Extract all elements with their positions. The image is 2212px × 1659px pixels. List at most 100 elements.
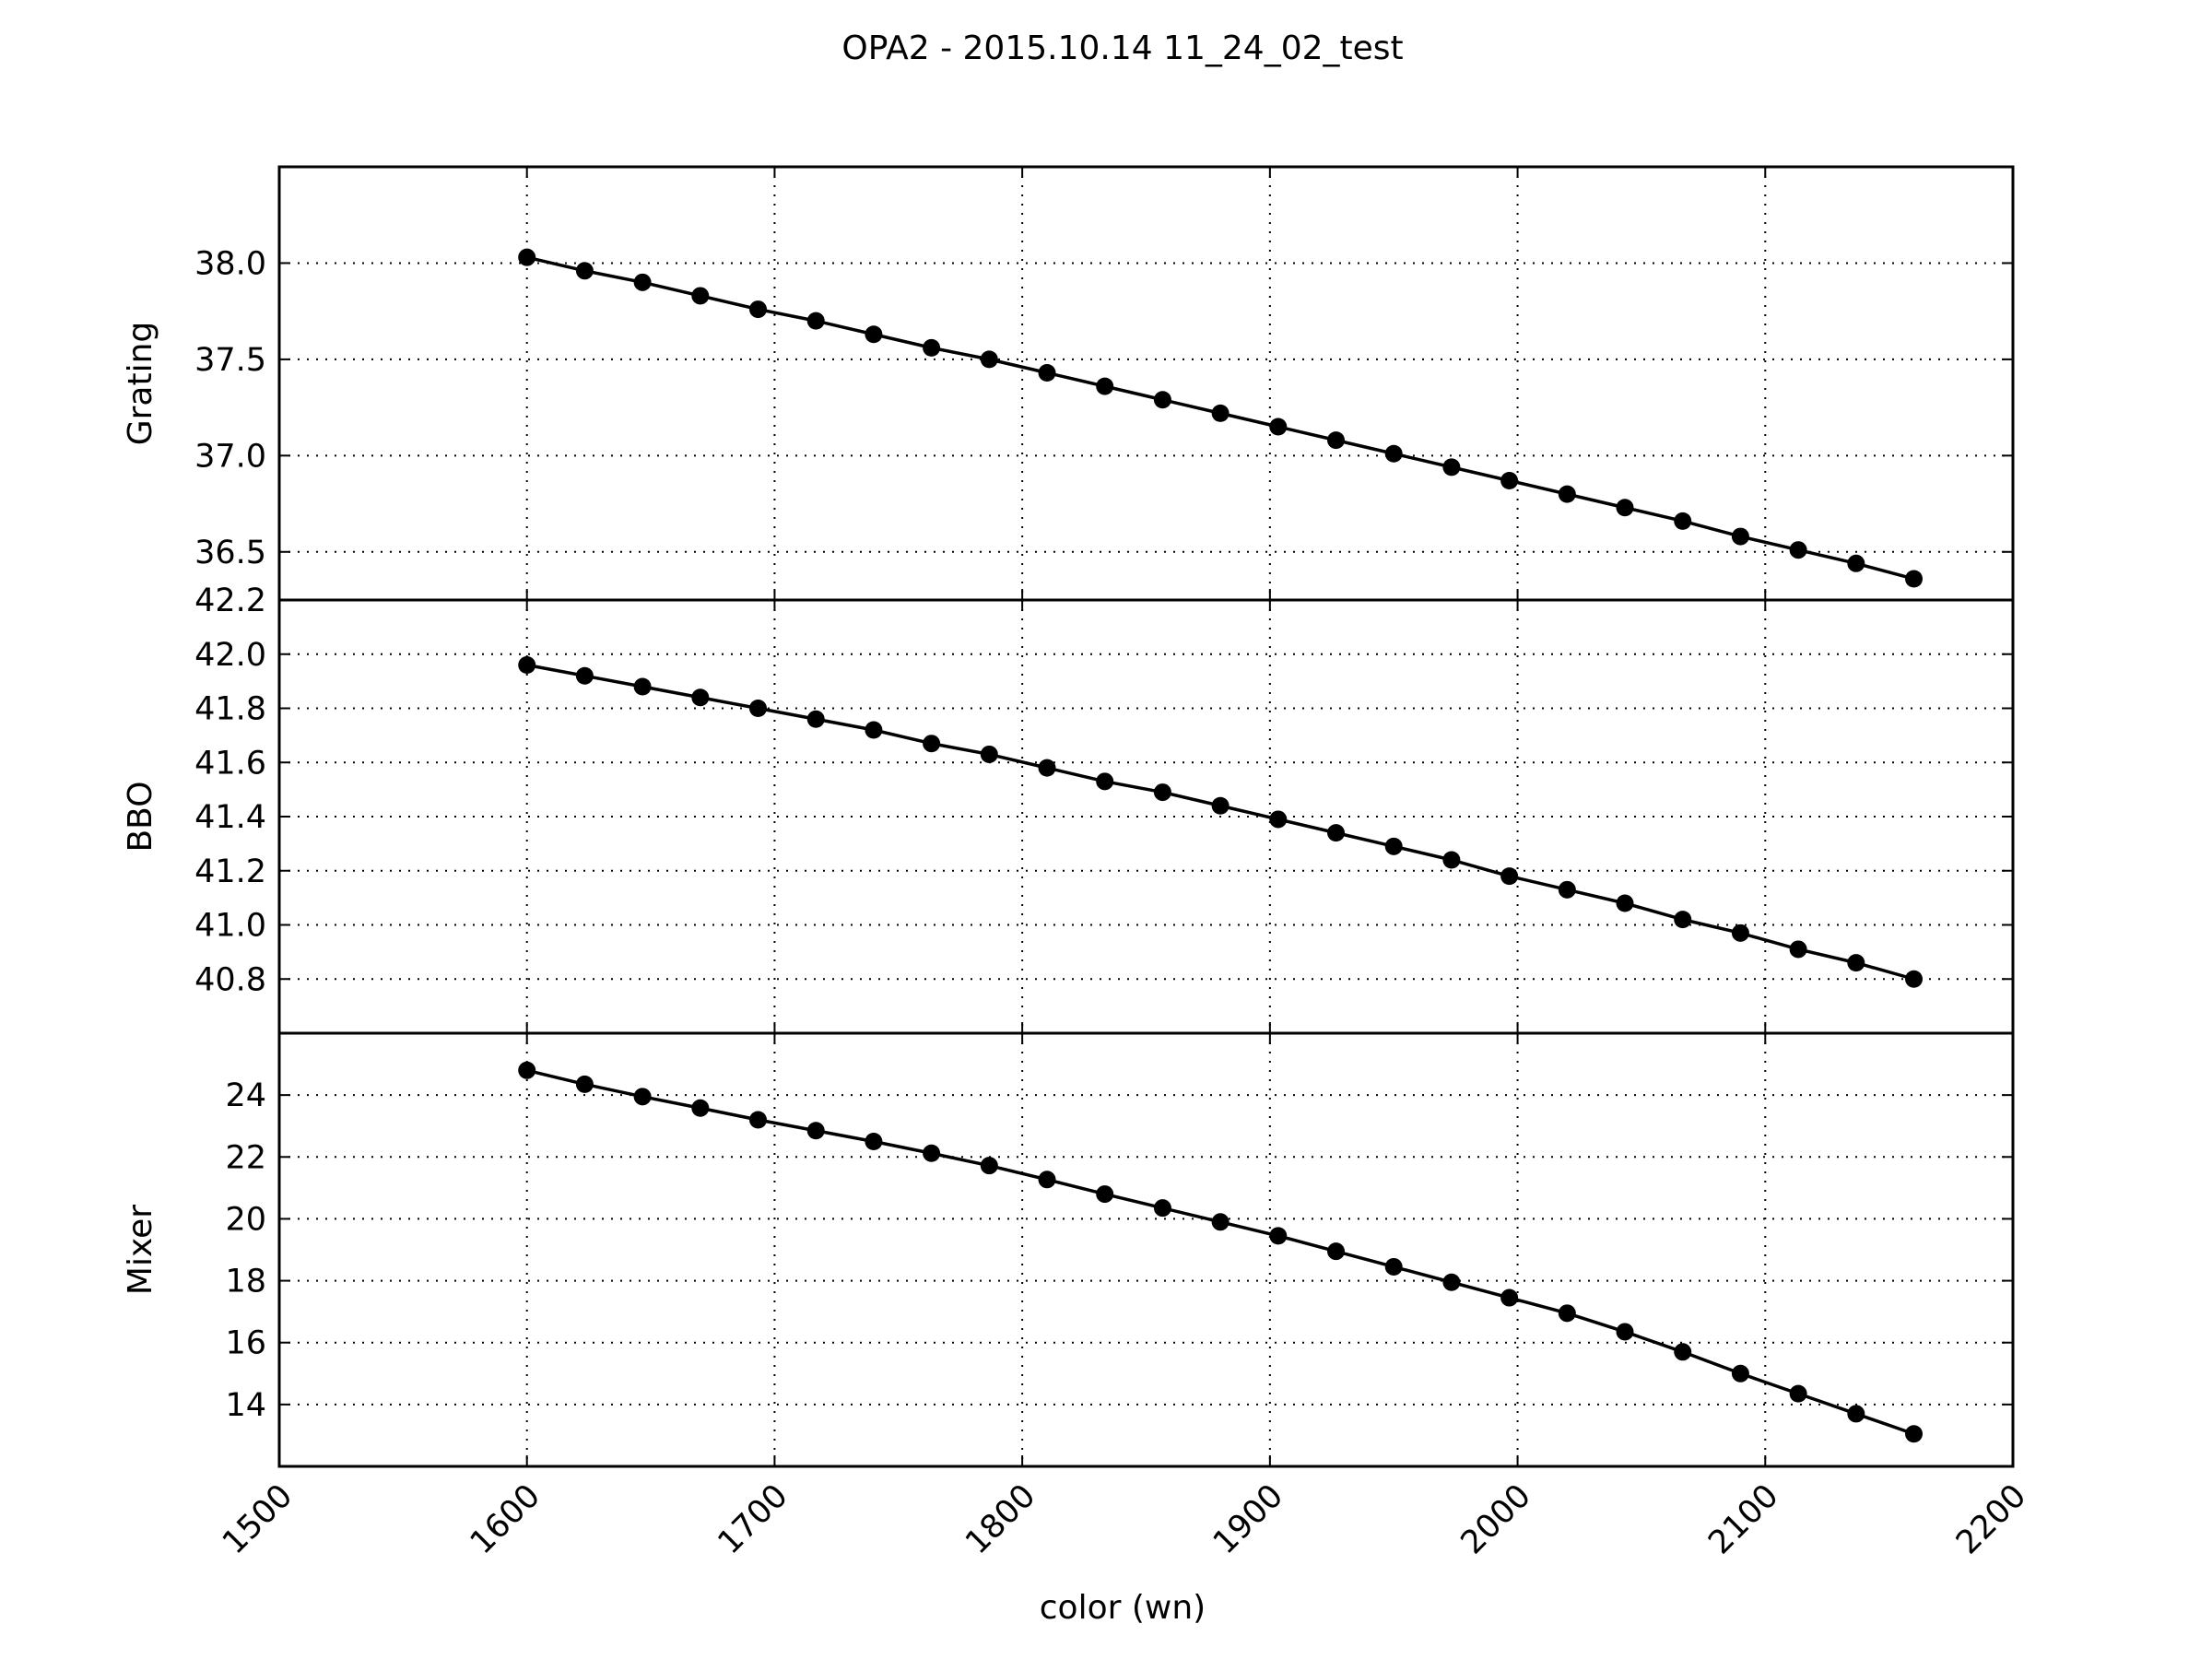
y-tick-label: 38.0 — [194, 245, 266, 282]
data-point — [1500, 867, 1519, 886]
data-point — [1674, 1343, 1692, 1361]
data-point — [1442, 1273, 1461, 1291]
data-point — [1789, 1384, 1807, 1403]
data-point — [749, 1111, 768, 1129]
data-point — [1096, 772, 1114, 791]
x-tick-label: 1900 — [1206, 1477, 1290, 1561]
data-point — [1905, 1425, 1924, 1443]
data-point — [865, 721, 883, 739]
data-point — [1153, 391, 1171, 409]
data-point — [1269, 418, 1288, 436]
x-tick-label: 2200 — [1949, 1477, 2033, 1561]
y-tick-label: 37.0 — [194, 438, 266, 475]
data-point — [575, 666, 594, 685]
data-point — [633, 273, 652, 291]
data-point — [1384, 1257, 1403, 1276]
data-point — [1789, 541, 1807, 559]
data-point — [1674, 911, 1692, 929]
data-point — [1269, 1227, 1288, 1245]
data-point — [1269, 810, 1288, 829]
x-tick-label: 1800 — [959, 1477, 1042, 1561]
x-tick-label: 1700 — [712, 1477, 795, 1561]
data-point — [1038, 1171, 1056, 1189]
data-point — [1500, 471, 1519, 489]
data-point — [1327, 1242, 1346, 1261]
data-point — [1384, 444, 1403, 463]
data-point — [633, 677, 652, 696]
y-axis-label: Grating — [122, 322, 159, 446]
y-tick-label: 22 — [225, 1139, 266, 1176]
data-point — [1500, 1288, 1519, 1307]
chart-title: OPA2 - 2015.10.14 11_24_02_test — [841, 29, 1403, 67]
data-point — [1616, 894, 1634, 912]
data-point — [575, 262, 594, 280]
data-point — [1616, 499, 1634, 517]
data-point — [806, 710, 825, 728]
y-axis-label: Mixer — [122, 1205, 159, 1295]
data-point — [1153, 783, 1171, 802]
y-tick-label: 18 — [225, 1264, 266, 1300]
y-tick-label: 37.5 — [194, 342, 266, 379]
data-point — [1038, 759, 1056, 777]
panel-grating: 36.5 37.0 37.5 38.0 Grating — [122, 165, 2015, 602]
data-point — [1847, 1405, 1865, 1423]
data-point — [691, 688, 710, 707]
data-point — [1847, 554, 1865, 572]
data-point — [749, 700, 768, 717]
data-point — [1847, 954, 1865, 972]
data-point — [518, 248, 536, 266]
data-point — [1558, 880, 1576, 899]
data-point — [518, 656, 536, 674]
data-point — [1211, 1213, 1230, 1231]
y-tick-label: 41.4 — [194, 799, 266, 836]
y-tick-label: 41.8 — [194, 691, 266, 728]
data-point — [1211, 796, 1230, 815]
data-point — [1905, 970, 1924, 988]
data-point — [1327, 824, 1346, 842]
y-axis-label: BBO — [122, 781, 159, 852]
data-point — [1442, 458, 1461, 477]
y-tick-label: 41.2 — [194, 853, 266, 890]
data-point — [575, 1075, 594, 1093]
data-point — [1096, 377, 1114, 395]
x-axis-label: color (wn) — [1040, 1589, 1206, 1627]
data-point — [1731, 527, 1749, 546]
series-line-bbo — [526, 663, 1914, 981]
data-point — [1731, 1364, 1749, 1382]
data-point — [980, 745, 998, 763]
data-point — [749, 300, 768, 319]
data-point — [691, 287, 710, 305]
x-tick-label: 2100 — [1701, 1477, 1785, 1561]
x-tick-label: 1500 — [216, 1477, 300, 1561]
y-tick-label: 42.0 — [194, 637, 266, 674]
data-point — [865, 1133, 883, 1150]
data-point — [1384, 837, 1403, 855]
y-tick-label: 41.6 — [194, 745, 266, 782]
y-tick-label: 20 — [225, 1201, 266, 1238]
x-tick-label: 2000 — [1454, 1477, 1538, 1561]
y-tick-label: 40.8 — [194, 961, 266, 998]
y-tick-label: 14 — [225, 1387, 266, 1424]
data-point — [633, 1088, 652, 1106]
y-tick-label: 42.2 — [194, 582, 266, 619]
data-point — [923, 338, 941, 357]
data-point — [806, 312, 825, 330]
data-point — [1905, 570, 1924, 588]
data-point — [1153, 1199, 1171, 1218]
y-tick-label: 16 — [225, 1325, 266, 1362]
data-point — [923, 735, 941, 753]
data-point — [980, 350, 998, 369]
panel-frame — [277, 1031, 2015, 1468]
data-point — [1789, 940, 1807, 959]
data-point — [1211, 404, 1230, 422]
data-point — [1038, 364, 1056, 382]
panel-bbo: 40.8 41.0 41.2 41.4 41.6 41.8 42.0 42.2 BBO — [122, 582, 2015, 1035]
data-point — [1674, 512, 1692, 530]
data-point — [1096, 1185, 1114, 1204]
series-line-mixer — [526, 1068, 1915, 1436]
y-tick-label: 36.5 — [194, 535, 266, 571]
panel-frame — [277, 165, 2015, 602]
data-point — [1442, 851, 1461, 869]
